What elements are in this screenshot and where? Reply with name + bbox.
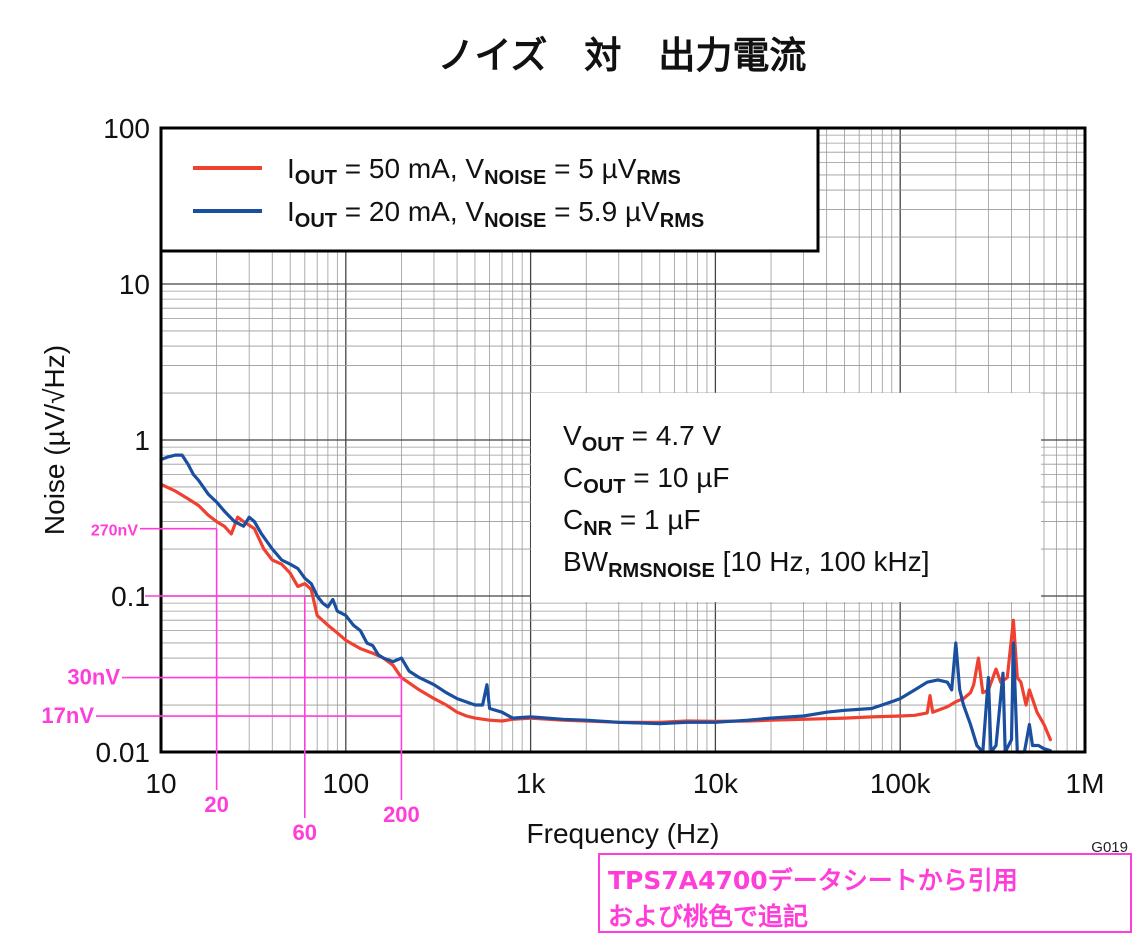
x-tick-label: 100 bbox=[322, 768, 369, 799]
x-axis-title: Frequency (Hz) bbox=[527, 818, 720, 849]
y-tick-label: 10 bbox=[119, 269, 150, 300]
x-tick-label: 10k bbox=[693, 768, 739, 799]
condition-line: VOUT = 4.7 V bbox=[563, 420, 722, 456]
annotation-x-label: 60 bbox=[293, 820, 317, 845]
x-tick-label: 10 bbox=[145, 768, 176, 799]
legend: IOUT = 50 mA, VNOISE = 5 µVRMS IOUT = 20 … bbox=[159, 126, 820, 253]
legend-label: IOUT = 20 mA, VNOISE = 5.9 µVRMS bbox=[287, 196, 704, 232]
annotation-y-label: 30nV bbox=[67, 665, 120, 690]
annotation-y-label: 270nV bbox=[91, 523, 138, 540]
y-tick-label: 0.1 bbox=[111, 581, 150, 612]
annotation-y-label: 17nV bbox=[41, 703, 94, 728]
y-tick-label: 100 bbox=[103, 113, 150, 144]
chart-title: ノイズ 対 出力電流 bbox=[438, 34, 807, 77]
annotation-x-label: 20 bbox=[204, 792, 228, 817]
tick-labels: 10 100 1k 10k 100k 1M 0.01 0.1 1 10 100 bbox=[96, 113, 1105, 799]
condition-line: BWRMSNOISE [10 Hz, 100 kHz] bbox=[563, 546, 930, 582]
y-tick-label: 1 bbox=[134, 425, 150, 456]
condition-line: CNR = 1 µF bbox=[563, 504, 701, 540]
x-tick-label: 1k bbox=[516, 768, 547, 799]
x-tick-label: 1M bbox=[1066, 768, 1105, 799]
source-note-line-1: TPS7A4700データシートから引用 bbox=[608, 866, 1018, 895]
annotation-layer: 270nV 30nV 17nV 20 60 200 bbox=[41, 523, 419, 845]
source-note: TPS7A4700データシートから引用 および桃色で追記 bbox=[598, 853, 1132, 933]
condition-line: COUT = 10 µF bbox=[563, 462, 730, 498]
source-note-line-2: および桃色で追記 bbox=[608, 902, 809, 931]
legend-box bbox=[159, 126, 820, 253]
conditions-background bbox=[531, 393, 1041, 602]
y-tick-label: 0.01 bbox=[96, 737, 151, 768]
figure-code: G019 bbox=[1091, 839, 1128, 856]
conditions-box: VOUT = 4.7 V COUT = 10 µF CNR = 1 µF BWRMSN… bbox=[531, 393, 1041, 602]
x-tick-label: 100k bbox=[870, 768, 932, 799]
legend-label: IOUT = 50 mA, VNOISE = 5 µVRMS bbox=[287, 153, 681, 189]
y-axis-title: Noise (µV/√Hz) bbox=[39, 345, 70, 535]
annotation-x-label: 200 bbox=[383, 802, 420, 827]
